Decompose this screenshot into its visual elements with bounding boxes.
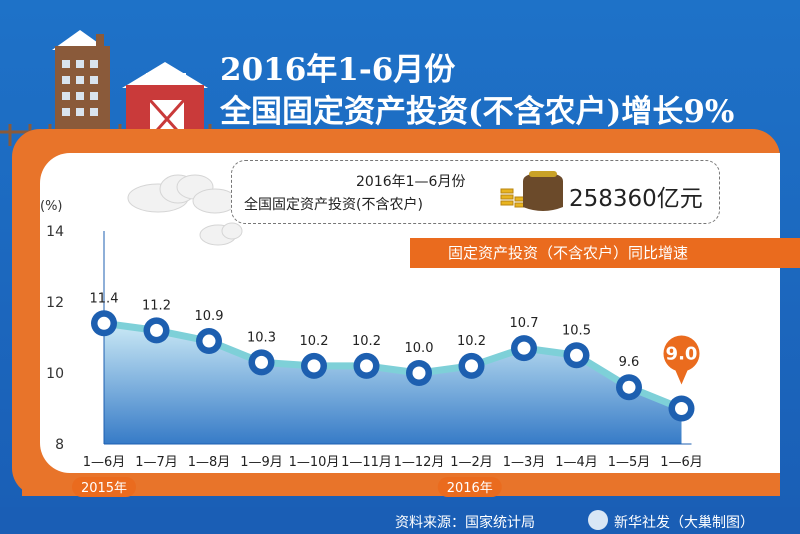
year-label: 2016年 (447, 481, 493, 496)
data-label: 9.6 (619, 355, 640, 370)
data-point-center (570, 348, 583, 362)
highlight-bubble (663, 335, 700, 385)
data-label: 9.0 (666, 344, 698, 365)
page-title: 2016年1-6月份 (220, 52, 456, 88)
x-tick-label: 1—8月 (188, 455, 231, 470)
total-value: 258360亿元 (569, 186, 703, 212)
x-tick-label: 1—10月 (289, 455, 340, 470)
series-area (104, 323, 682, 444)
y-unit-label: (%) (40, 199, 63, 214)
total-label: 全国固定资产投资(不含农户) (244, 197, 423, 213)
y-tick-label: 8 (55, 437, 64, 453)
source-note: 资料来源：国家统计局 (395, 515, 535, 531)
data-label: 11.4 (90, 291, 119, 306)
x-tick-label: 1—7月 (135, 455, 178, 470)
footer: 资料来源：国家统计局 新华社发（大巢制图） (0, 507, 800, 534)
data-point-center (517, 341, 531, 355)
x-tick-label: 1—11月 (341, 455, 392, 470)
data-point-center (307, 359, 321, 373)
x-tick-label: 1—6月 (83, 455, 126, 470)
x-tick-label: 1—2月 (450, 455, 493, 470)
x-tick-label: 1—3月 (503, 455, 546, 470)
data-point-center (150, 323, 163, 337)
year-label: 2015年 (81, 481, 127, 496)
y-tick-label: 12 (46, 295, 64, 311)
data-point-center (202, 334, 216, 348)
data-point-center (255, 355, 268, 369)
x-tick-label: 1—12月 (394, 455, 445, 470)
page-subtitle: 全国固定资产投资(不含农户)增长9% (220, 94, 735, 130)
data-point-center (675, 402, 688, 415)
data-label: 10.5 (562, 323, 591, 338)
x-axis-strip (22, 473, 780, 496)
data-point-center (360, 359, 373, 373)
year-pill (437, 477, 502, 497)
data-label: 10.0 (405, 341, 434, 356)
data-label: 10.2 (457, 334, 486, 349)
data-point-center (622, 380, 636, 394)
total-info-box: 2016年1—6月份 全国固定资产投资(不含农户) 258360亿元 (231, 160, 720, 224)
year-pill (72, 477, 136, 497)
coin-purse-icon (500, 171, 563, 211)
data-label: 10.2 (352, 334, 381, 349)
data-label: 11.2 (142, 298, 171, 313)
x-tick-label: 1—5月 (608, 455, 651, 470)
y-tick-label: 10 (46, 366, 64, 382)
series-legend: 固定资产投资（不含农户）同比增速 (410, 238, 800, 268)
data-label: 10.7 (510, 316, 539, 331)
y-tick-label: 14 (46, 224, 64, 240)
x-tick-label: 1—9月 (240, 455, 283, 470)
data-point-center (465, 359, 478, 373)
x-tick-label: 1—6月 (660, 455, 703, 470)
data-point-center (412, 366, 426, 380)
data-label: 10.3 (247, 330, 276, 345)
data-label: 10.9 (195, 309, 224, 324)
xinhua-logo-icon (588, 510, 608, 530)
cloud-decoration (127, 174, 243, 246)
data-point-center (97, 316, 111, 330)
credit-note: 新华社发（大巢制图） (614, 515, 754, 531)
x-tick-label: 1—4月 (555, 455, 598, 470)
data-label: 10.2 (300, 334, 329, 349)
total-period: 2016年1—6月份 (356, 174, 466, 190)
